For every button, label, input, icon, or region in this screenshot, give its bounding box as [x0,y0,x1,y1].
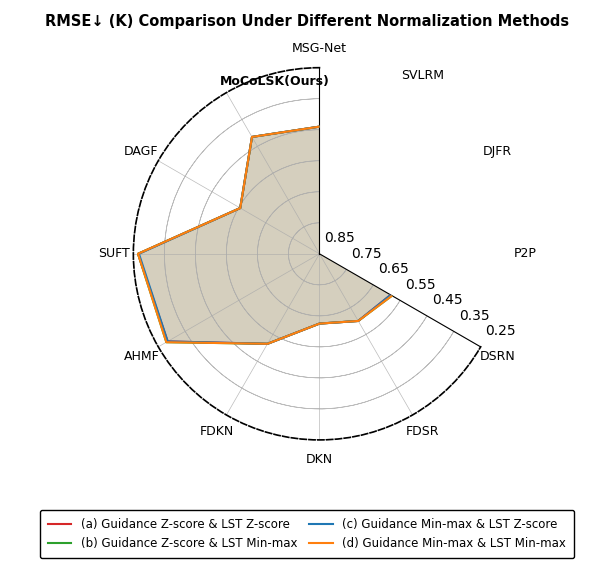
Text: RMSE↓ (K) Comparison Under Different Normalization Methods: RMSE↓ (K) Comparison Under Different Nor… [45,14,569,29]
Legend: (a) Guidance Z-score & LST Z-score, (b) Guidance Z-score & LST Min-max, (c) Guid: (a) Guidance Z-score & LST Z-score, (b) … [39,510,575,558]
Polygon shape [138,125,436,344]
Text: MoCoLSK(Ours): MoCoLSK(Ours) [220,76,330,89]
